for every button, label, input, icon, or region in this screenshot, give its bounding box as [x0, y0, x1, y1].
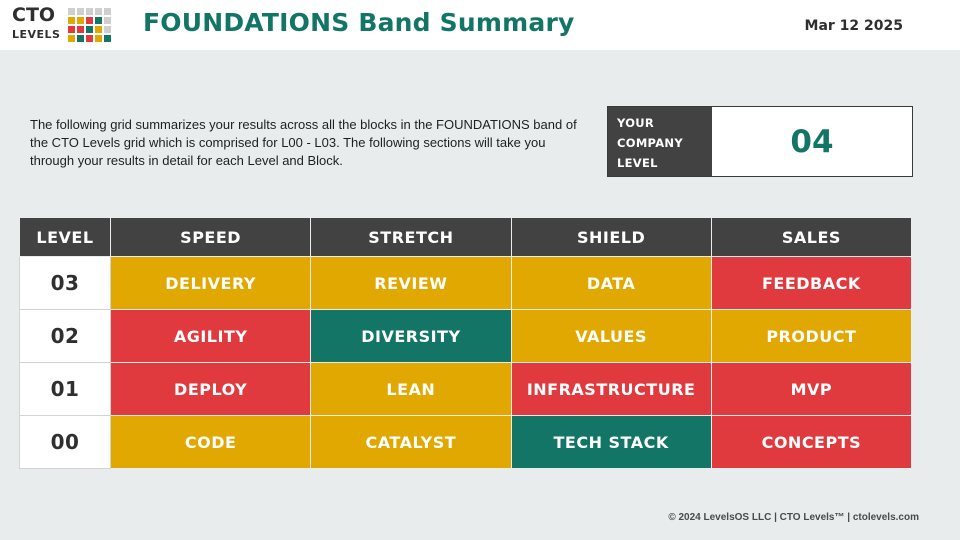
logo-grid-square: [104, 17, 111, 24]
block-cell: LEAN: [310, 362, 512, 416]
grid-row-level-03: 03 DELIVERY REVIEW DATA FEEDBACK: [19, 256, 913, 310]
header-bar: CTO LEVELS FOUNDATIONS Band Summary Mar …: [0, 0, 960, 50]
intro-paragraph: The following grid summarizes your resul…: [30, 117, 577, 168]
logo-grid-square: [77, 35, 84, 42]
company-level-value: 04: [790, 123, 834, 160]
header-level: LEVEL: [19, 217, 111, 257]
block-cell: FEEDBACK: [710, 256, 913, 310]
cto-levels-logo: CTO LEVELS: [12, 4, 112, 46]
level-cell: 03: [19, 256, 111, 310]
logo-grid-square: [86, 35, 93, 42]
company-level-box: YOUR COMPANY LEVEL 04: [607, 106, 913, 177]
foundations-grid: LEVEL SPEED STRETCH SHIELD SALES 03 DELI…: [19, 217, 913, 469]
level-cell: 00: [19, 415, 111, 469]
block-cell: PRODUCT: [710, 309, 913, 363]
header-shield: SHIELD: [510, 217, 712, 257]
header-stretch: STRETCH: [310, 217, 512, 257]
block-cell: DEPLOY: [109, 362, 312, 416]
logo-grid-square: [95, 35, 102, 42]
block-cell: CATALYST: [310, 415, 512, 469]
block-cell: CODE: [109, 415, 312, 469]
block-cell: TECH STACK: [510, 415, 712, 469]
grid-row-level-01: 01 DEPLOY LEAN INFRASTRUCTURE MVP: [19, 362, 913, 416]
logo-grid-square: [86, 26, 93, 33]
grid-header-row: LEVEL SPEED STRETCH SHIELD SALES: [19, 217, 913, 257]
logo-grid-square: [77, 26, 84, 33]
logo-grid-square: [95, 17, 102, 24]
block-cell: VALUES: [510, 309, 712, 363]
logo-grid-square: [77, 17, 84, 24]
logo-grid-square: [86, 8, 93, 15]
page-title: FOUNDATIONS Band Summary: [143, 8, 575, 37]
logo-grid-square: [95, 8, 102, 15]
logo-grid-square: [104, 35, 111, 42]
header-sales: SALES: [710, 217, 913, 257]
logo-grid-icon: [68, 8, 111, 42]
logo-cto-text: CTO: [12, 4, 56, 26]
block-cell: REVIEW: [310, 256, 512, 310]
block-cell: DIVERSITY: [310, 309, 512, 363]
company-level-label-line2: COMPANY: [617, 136, 683, 150]
grid-row-level-00: 00 CODE CATALYST TECH STACK CONCEPTS: [19, 415, 913, 469]
block-cell: AGILITY: [109, 309, 312, 363]
copyright-footer: © 2024 LevelsOS LLC | CTO Levels™ | ctol…: [668, 512, 919, 523]
logo-levels-text: LEVELS: [12, 28, 61, 41]
company-level-label-line1: YOUR: [617, 116, 655, 130]
block-cell: DELIVERY: [109, 256, 312, 310]
logo-grid-square: [104, 26, 111, 33]
logo-grid-square: [95, 26, 102, 33]
block-cell: MVP: [710, 362, 913, 416]
block-cell: INFRASTRUCTURE: [510, 362, 712, 416]
logo-grid-square: [77, 8, 84, 15]
header-speed: SPEED: [109, 217, 312, 257]
logo-grid-square: [68, 17, 75, 24]
company-level-label-line3: LEVEL: [617, 156, 658, 170]
logo-grid-square: [86, 17, 93, 24]
logo-grid-square: [68, 35, 75, 42]
logo-grid-square: [68, 26, 75, 33]
grid-row-level-02: 02 AGILITY DIVERSITY VALUES PRODUCT: [19, 309, 913, 363]
logo-grid-square: [68, 8, 75, 15]
company-level-label: YOUR COMPANY LEVEL: [608, 107, 712, 176]
report-date: Mar 12 2025: [804, 18, 903, 34]
block-cell: DATA: [510, 256, 712, 310]
level-cell: 01: [19, 362, 111, 416]
block-cell: CONCEPTS: [710, 415, 913, 469]
logo-grid-square: [104, 8, 111, 15]
level-cell: 02: [19, 309, 111, 363]
